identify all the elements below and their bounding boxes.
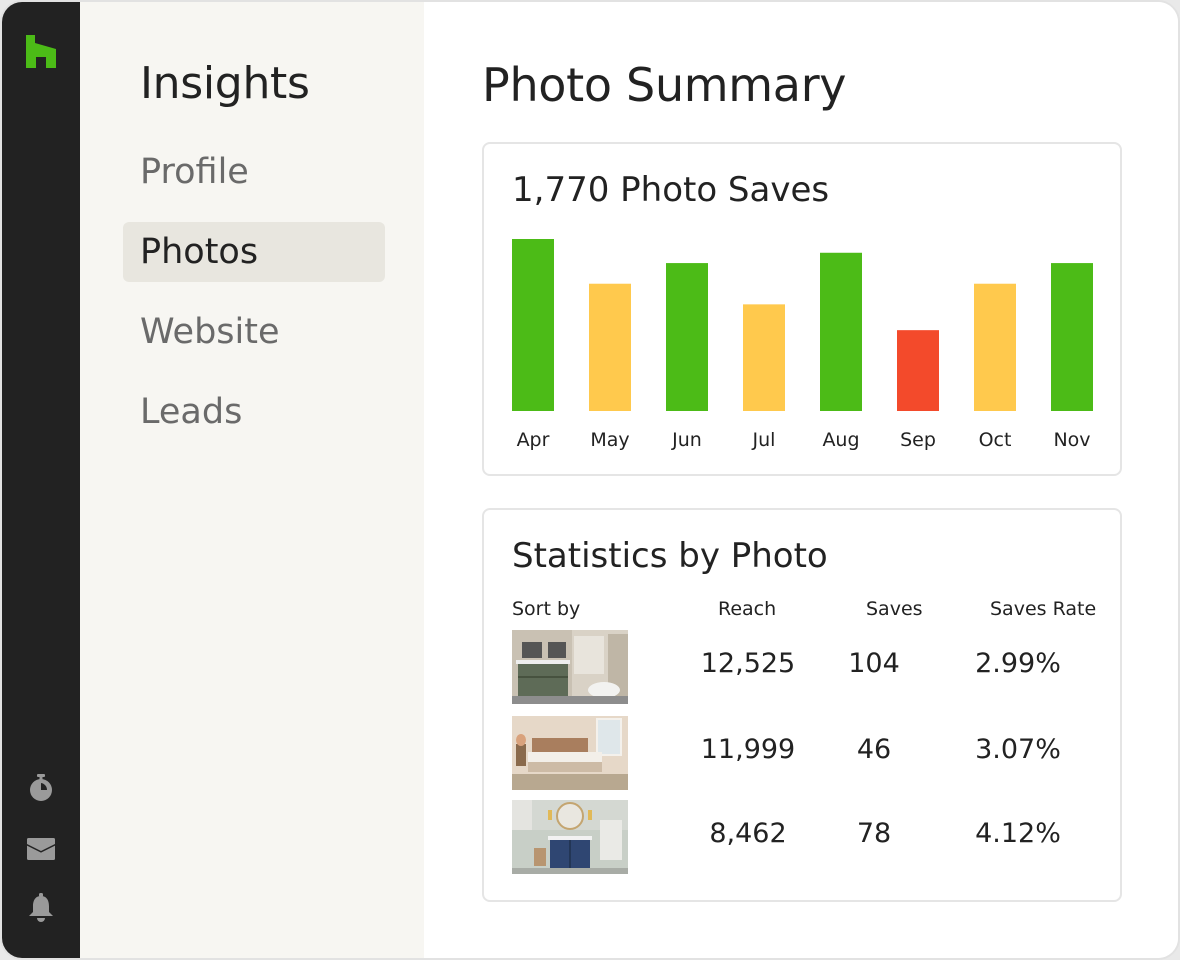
bedroom-photo[interactable] (512, 716, 628, 790)
saves-rate-value: 2.99% (975, 648, 1061, 679)
table-row[interactable]: 8,462 78 4.12% (512, 800, 1092, 874)
bathroom-navy-vanity-photo[interactable] (512, 800, 628, 874)
bar-may[interactable] (589, 283, 631, 411)
reach-value: 11,999 (700, 734, 796, 765)
sidebar-item-website[interactable]: Website (140, 312, 280, 352)
x-tick-label: Oct (979, 429, 1012, 451)
x-tick-label: Jul (752, 429, 776, 451)
bar-nov[interactable] (1051, 263, 1093, 411)
houzz-logo[interactable] (26, 35, 56, 68)
sidebar-item-profile[interactable]: Profile (140, 152, 249, 192)
saves-header[interactable]: Saves (866, 598, 923, 620)
saves-value: 78 (856, 818, 892, 849)
x-tick-label: Sep (900, 429, 936, 451)
reach-value: 8,462 (709, 818, 787, 849)
x-tick-label: Apr (517, 429, 550, 451)
left-rail (2, 2, 80, 958)
photo-saves-card: 1,770 Photo Saves Apr May Jun Jul Aug Sep Oct N… (482, 142, 1122, 476)
sidebar-title: Insights (140, 58, 310, 109)
saves-rate-value: 4.12% (975, 818, 1061, 849)
saves-rate-header[interactable]: Saves Rate (990, 598, 1097, 620)
bar-sep[interactable] (897, 330, 939, 411)
statistics-card: Statistics by Photo Sort by Reach Saves … (482, 508, 1122, 902)
main-content: Photo Summary 1,770 Photo Saves Apr May Ju… (424, 2, 1178, 958)
table-row[interactable]: 12,525 104 2.99% (512, 630, 1092, 704)
page-title: Photo Summary (482, 58, 847, 112)
bar-oct[interactable] (974, 283, 1016, 411)
photo-saves-title: 1,770 Photo Saves (512, 170, 830, 210)
saves-value: 46 (856, 734, 892, 765)
bar-jul[interactable] (743, 304, 785, 411)
photo-saves-chart: Apr May Jun Jul Aug Sep Oct Nov (512, 239, 1093, 451)
insights-sidebar: Insights Profile Photos Website Leads (80, 2, 424, 958)
bathroom-green-vanity-photo[interactable] (512, 630, 628, 704)
saves-value: 104 (848, 648, 900, 679)
mail-icon[interactable] (26, 834, 56, 864)
x-tick-label: May (590, 429, 629, 451)
table-row[interactable]: 11,999 46 3.07% (512, 716, 1092, 790)
bell-icon[interactable] (26, 892, 56, 922)
bar-apr[interactable] (512, 239, 554, 411)
x-tick-label: Nov (1053, 429, 1090, 451)
bar-jun[interactable] (666, 263, 708, 411)
reach-header[interactable]: Reach (718, 598, 777, 620)
reach-value: 12,525 (700, 648, 796, 679)
x-tick-label: Jun (671, 429, 702, 451)
statistics-title: Statistics by Photo (512, 536, 828, 576)
x-tick-label: Aug (822, 429, 859, 451)
sort-by-header[interactable]: Sort by (512, 598, 581, 620)
saves-rate-value: 3.07% (975, 734, 1061, 765)
sidebar-item-photos[interactable]: Photos (123, 222, 385, 282)
bar-aug[interactable] (820, 252, 862, 411)
stopwatch-icon[interactable] (26, 773, 56, 803)
sidebar-item-leads[interactable]: Leads (140, 392, 243, 432)
